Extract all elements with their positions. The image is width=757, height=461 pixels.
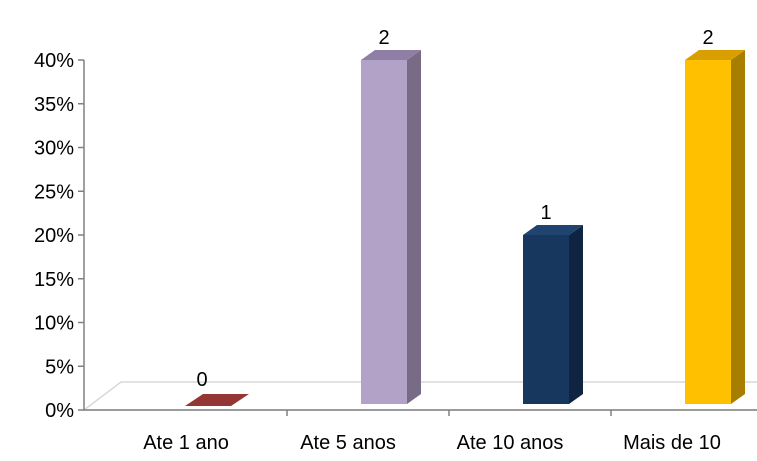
data-label: 0 (196, 369, 207, 391)
data-label: 1 (540, 202, 551, 224)
bar (523, 225, 583, 404)
data-label: 2 (378, 27, 389, 49)
y-tick-label: 40% (34, 50, 74, 72)
bar-top-face (361, 50, 421, 60)
bar-zero-marker (185, 394, 249, 406)
axes (78, 59, 757, 416)
bar-front-face (685, 60, 731, 404)
y-tick-label: 15% (34, 269, 74, 291)
bar-top-face (685, 50, 745, 60)
x-category-label: Ate 1 ano (143, 432, 229, 454)
bar-front-face (361, 60, 407, 404)
y-tick-label: 30% (34, 138, 74, 160)
y-tick-label: 0% (45, 400, 74, 422)
bar-side-face (569, 225, 583, 404)
y-tick-label: 10% (34, 313, 74, 335)
bar-side-face (407, 50, 421, 404)
x-category-label: Mais de 10 (623, 432, 721, 454)
bar (185, 394, 249, 406)
y-tick-label: 20% (34, 225, 74, 247)
x-category-label: Ate 5 anos (300, 432, 396, 454)
data-label: 2 (702, 27, 713, 49)
bars (185, 50, 745, 406)
bar-top-face (523, 225, 583, 235)
x-category-label: Ate 10 anos (457, 432, 564, 454)
labels: 0% 5% 10% 15% 20% 25% 30% 35% 40% 0 Ate 1 ano 2 Ate … (34, 27, 721, 454)
bar (361, 50, 421, 404)
bar (685, 50, 745, 404)
y-tick-label: 5% (45, 356, 74, 378)
y-tick-label: 25% (34, 181, 74, 203)
bar-front-face (523, 235, 569, 404)
bar-side-face (731, 50, 745, 404)
y-tick-label: 35% (34, 94, 74, 116)
